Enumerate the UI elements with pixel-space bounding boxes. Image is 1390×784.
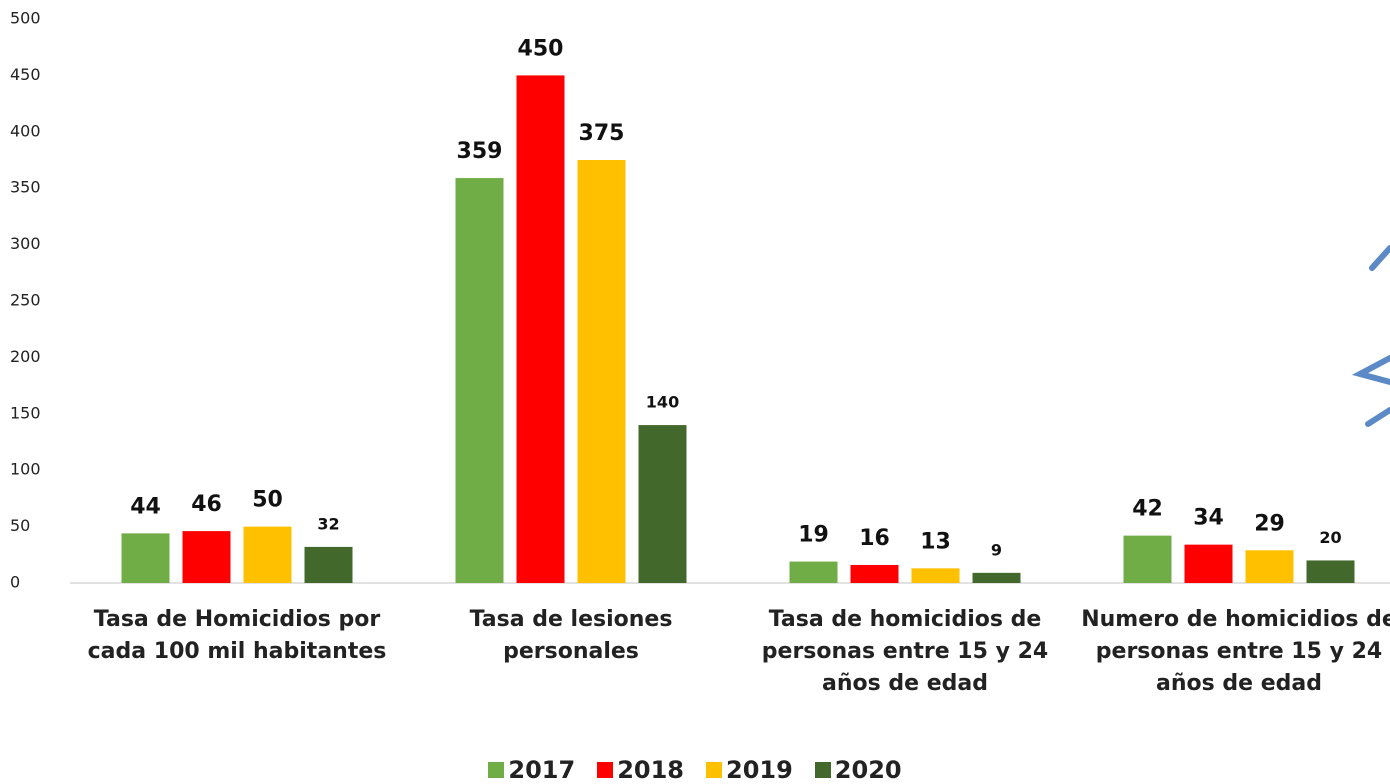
data-label: 32 bbox=[317, 514, 339, 533]
bar bbox=[1184, 544, 1233, 583]
bar bbox=[182, 531, 231, 583]
data-label: 20 bbox=[1319, 528, 1341, 547]
legend-label: 2018 bbox=[617, 756, 684, 784]
y-tick-label: 100 bbox=[10, 460, 41, 479]
y-tick-label: 350 bbox=[10, 178, 41, 197]
bar bbox=[304, 546, 353, 583]
data-label: 16 bbox=[859, 526, 890, 551]
data-label: 13 bbox=[920, 529, 951, 554]
bar bbox=[1245, 550, 1294, 583]
legend-item: 2017 bbox=[488, 756, 575, 784]
legend-swatch bbox=[488, 762, 505, 778]
y-tick-label: 450 bbox=[10, 65, 41, 84]
decoration bbox=[1351, 245, 1390, 427]
data-label: 44 bbox=[130, 494, 161, 519]
data-label: 450 bbox=[518, 36, 564, 61]
legend-label: 2017 bbox=[508, 756, 576, 784]
data-label: 42 bbox=[1132, 497, 1163, 522]
y-tick-label: 200 bbox=[10, 347, 41, 366]
legend-item: 2018 bbox=[597, 756, 684, 784]
legend-label: 2020 bbox=[834, 756, 902, 784]
x-tick-label: Tasa de Homicidios por cada 100 mil habi… bbox=[87, 607, 387, 664]
legend-label: 2019 bbox=[726, 756, 793, 784]
bar bbox=[455, 178, 504, 583]
bar bbox=[121, 533, 170, 583]
legend-item: 2020 bbox=[814, 756, 902, 784]
bar bbox=[911, 568, 960, 583]
bar bbox=[638, 425, 687, 583]
legend-swatch bbox=[706, 762, 722, 778]
bar bbox=[972, 572, 1021, 583]
y-tick-label: 500 bbox=[10, 9, 41, 28]
bar bbox=[850, 564, 899, 583]
data-label: 19 bbox=[798, 523, 829, 548]
bar bbox=[243, 526, 292, 583]
legend-swatch bbox=[597, 762, 614, 778]
data-label: 140 bbox=[646, 393, 679, 412]
decor-line bbox=[1365, 407, 1390, 427]
x-tick-label: Tasa de homicidios de personas entre 15 … bbox=[761, 607, 1049, 696]
data-label: 46 bbox=[191, 492, 222, 517]
legend: 2017 2018 2019 2020 bbox=[0, 756, 1390, 784]
data-label: 375 bbox=[579, 121, 625, 146]
x-tick-label: Numero de homicidios de personas entre 1… bbox=[1081, 607, 1390, 696]
bar bbox=[1306, 560, 1355, 583]
data-label: 50 bbox=[252, 488, 283, 513]
data-label: 9 bbox=[991, 540, 1002, 559]
data-label: 29 bbox=[1254, 511, 1285, 536]
legend-item: 2019 bbox=[706, 756, 793, 784]
y-tick-label: 300 bbox=[10, 234, 41, 253]
bar bbox=[577, 160, 626, 583]
bar bbox=[516, 75, 565, 584]
data-label: 359 bbox=[457, 139, 503, 164]
y-tick-label: 0 bbox=[10, 573, 20, 592]
decor-line bbox=[1351, 355, 1390, 385]
x-tick-label: Tasa de lesiones personales bbox=[469, 607, 673, 664]
decor-line bbox=[1369, 245, 1390, 271]
y-tick-label: 50 bbox=[10, 516, 30, 535]
data-label: 34 bbox=[1193, 506, 1224, 531]
legend-swatch bbox=[814, 762, 831, 778]
y-tick-label: 250 bbox=[10, 291, 41, 310]
y-tick-label: 400 bbox=[10, 121, 41, 140]
bar bbox=[789, 561, 838, 583]
bar bbox=[1123, 535, 1172, 583]
y-tick-label: 150 bbox=[10, 403, 41, 422]
